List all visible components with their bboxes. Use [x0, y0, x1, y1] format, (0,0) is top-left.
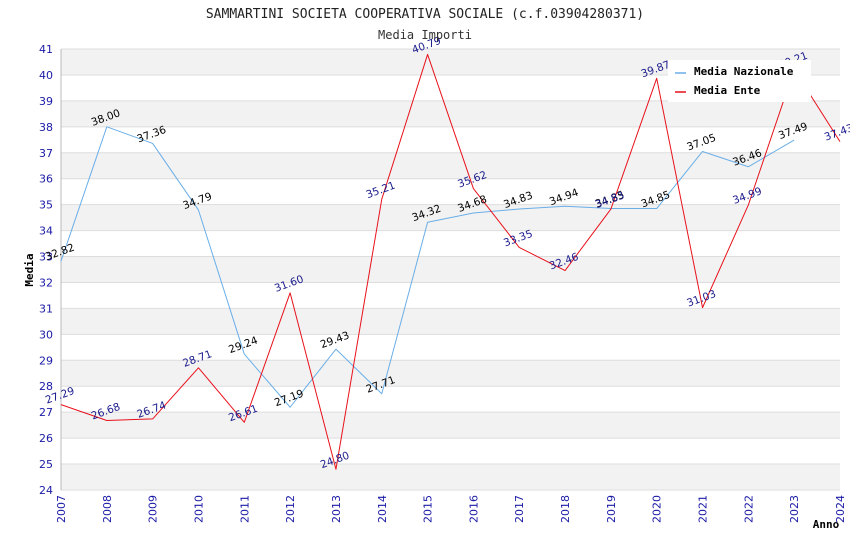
- y-tick-label: 30: [39, 328, 53, 341]
- x-tick-label: 2016: [467, 495, 480, 523]
- x-tick-label: 2013: [330, 495, 343, 523]
- y-tick-label: 38: [39, 121, 53, 134]
- chart-subtitle: Media Importi: [378, 28, 472, 42]
- band-32: [61, 256, 840, 283]
- x-tick-label: 2015: [422, 495, 435, 523]
- x-tick-label: 2024: [834, 495, 847, 523]
- y-tick-label: 25: [39, 458, 53, 471]
- x-tick-label: 2014: [376, 495, 389, 523]
- y-tick-label: 35: [39, 199, 53, 212]
- band-36: [61, 152, 840, 179]
- x-axis-title: Anno: [813, 518, 840, 531]
- y-tick-label: 34: [39, 225, 53, 238]
- y-tick-label: 37: [39, 147, 53, 160]
- x-tick-label: 2017: [513, 495, 526, 523]
- x-tick-label: 2012: [284, 495, 297, 523]
- data-label: 31.03: [685, 288, 717, 310]
- x-tick-label: 2018: [559, 495, 572, 523]
- y-tick-label: 28: [39, 380, 53, 393]
- x-tick-label: 2023: [788, 495, 801, 523]
- y-tick-label: 40: [39, 69, 53, 82]
- y-axis-title: Media: [23, 253, 36, 286]
- y-tick-label: 33: [39, 251, 53, 264]
- data-label: 37.05: [685, 132, 717, 154]
- data-label: 35.21: [365, 180, 397, 202]
- x-tick-label: 2021: [697, 495, 710, 523]
- x-tick-label: 2010: [192, 495, 205, 523]
- band-28: [61, 360, 840, 387]
- x-tick-label: 2011: [238, 495, 251, 523]
- chart-title: SAMMARTINI SOCIETA COOPERATIVA SOCIALE (…: [206, 7, 644, 22]
- x-tick-label: 2009: [147, 495, 160, 523]
- band-26: [61, 412, 840, 439]
- x-tick-label: 2019: [605, 495, 618, 523]
- y-tick-label: 36: [39, 173, 53, 186]
- y-tick-label: 29: [39, 354, 53, 367]
- legend-box: [668, 60, 811, 102]
- x-tick-label: 2007: [55, 495, 68, 523]
- series-line-media-nazionale: [60, 126, 795, 408]
- y-tick-label: 24: [39, 484, 53, 497]
- y-axis-ticks: 24 25 26 27 28 29 30 31 32 33 34 35 36 37 38 39 40 41: [39, 43, 53, 497]
- y-tick-label: 32: [39, 276, 53, 289]
- x-tick-label: 2020: [651, 495, 664, 523]
- band-24: [61, 464, 840, 490]
- x-tick-label: 2008: [101, 495, 114, 523]
- y-tick-label: 39: [39, 95, 53, 108]
- data-label: 34.99: [731, 185, 763, 207]
- series-line-media-ente: [60, 53, 841, 470]
- y-tick-label: 26: [39, 432, 53, 445]
- x-tick-label: 2022: [742, 495, 755, 523]
- band-30: [61, 308, 840, 335]
- legend-label-media-ente: Media Ente: [694, 84, 761, 97]
- y-tick-label: 31: [39, 302, 53, 315]
- series-lines: [60, 53, 841, 470]
- legend: Media Nazionale Media Ente: [668, 60, 811, 102]
- background-bands: [61, 49, 840, 490]
- x-axis-ticks: 2007 2008 2009 2010 2011 2012 2013 2014 2015 2016…: [55, 495, 847, 523]
- legend-label-media-nazionale: Media Nazionale: [694, 65, 794, 78]
- y-tick-label: 27: [39, 406, 53, 419]
- y-tick-label: 41: [39, 43, 53, 56]
